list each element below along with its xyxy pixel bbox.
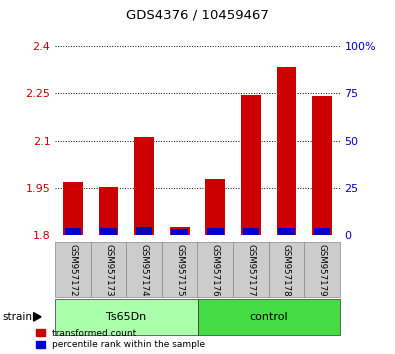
Text: GSM957173: GSM957173	[104, 244, 113, 296]
Legend: transformed count, percentile rank within the sample: transformed count, percentile rank withi…	[36, 329, 205, 349]
Text: GSM957179: GSM957179	[318, 244, 326, 296]
Bar	[65, 228, 81, 235]
Bar	[136, 227, 152, 235]
Text: GSM957175: GSM957175	[175, 244, 184, 296]
Bar	[134, 137, 154, 235]
Text: GDS4376 / 10459467: GDS4376 / 10459467	[126, 9, 269, 22]
Bar	[205, 179, 225, 235]
Text: GSM957172: GSM957172	[69, 244, 77, 296]
Bar	[243, 228, 259, 235]
Bar	[312, 96, 332, 235]
Bar	[314, 228, 330, 235]
Bar	[207, 228, 224, 235]
Text: GSM957174: GSM957174	[140, 244, 149, 296]
Bar	[171, 229, 188, 235]
Polygon shape	[34, 313, 41, 321]
Text: GSM957177: GSM957177	[246, 244, 255, 296]
Text: strain: strain	[2, 312, 32, 322]
Bar	[100, 228, 117, 235]
Bar	[170, 227, 190, 235]
Text: Ts65Dn: Ts65Dn	[106, 312, 147, 322]
Bar	[276, 67, 296, 235]
Bar	[241, 95, 261, 235]
Bar	[278, 228, 295, 235]
Bar	[63, 182, 83, 235]
Bar	[99, 187, 118, 235]
Text: control: control	[249, 312, 288, 322]
Text: GSM957178: GSM957178	[282, 244, 291, 296]
Text: GSM957176: GSM957176	[211, 244, 220, 296]
